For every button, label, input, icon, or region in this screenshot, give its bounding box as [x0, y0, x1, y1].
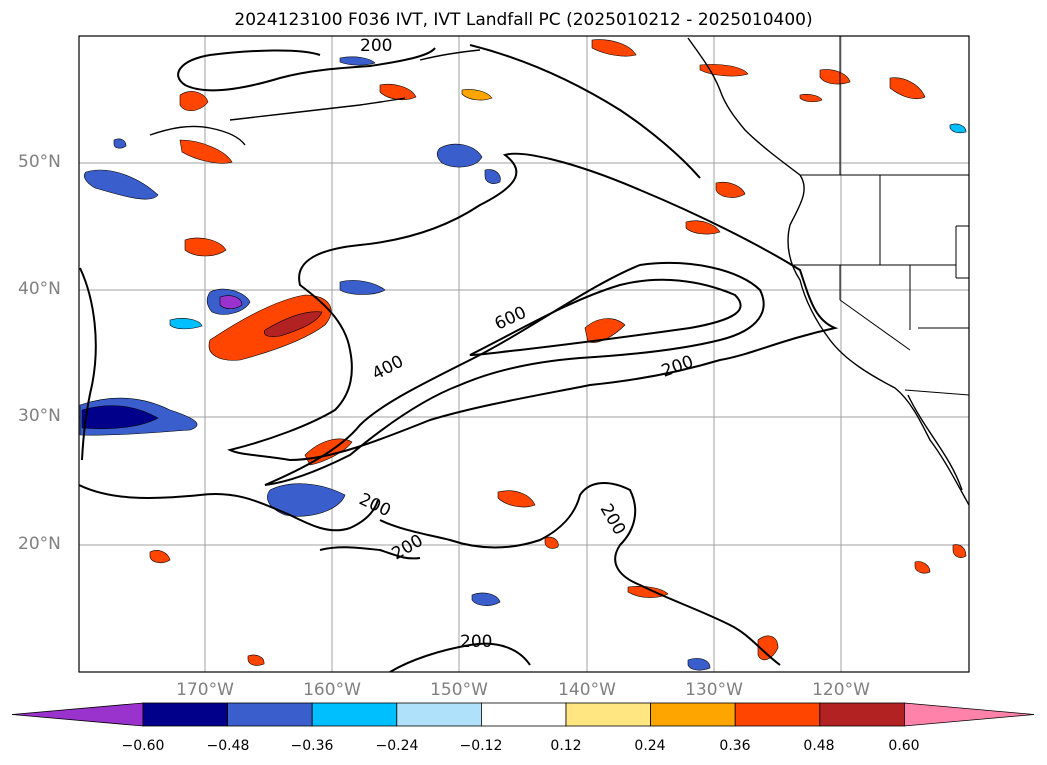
- colorbar-tick-label: 0.24: [634, 738, 666, 754]
- colorbar-segment: [650, 702, 736, 727]
- contour-label: 200: [596, 501, 630, 539]
- colorbar-tick-label: −0.60: [121, 738, 165, 754]
- colorbar: [11, 702, 1035, 727]
- colorbar-extend-max: [904, 702, 1035, 727]
- lat-label: 40°N: [18, 279, 61, 299]
- lon-label: 160°W: [303, 680, 361, 700]
- ivt-contours: [79, 44, 839, 672]
- colorbar-extend-min: [11, 702, 144, 727]
- lat-label: 20°N: [18, 534, 61, 554]
- colorbar-segment: [396, 702, 482, 727]
- colorbar-tick-label: 0.12: [550, 738, 582, 754]
- lat-label: 50°N: [18, 152, 61, 172]
- lon-label: 150°W: [430, 680, 488, 700]
- map-border: [78, 35, 970, 673]
- contour-label: 200: [659, 352, 696, 382]
- colorbar-tick-label: −0.12: [459, 738, 503, 754]
- colorbar-tick-label: 0.60: [888, 738, 920, 754]
- contour-label: 400: [369, 352, 407, 385]
- lon-label: 140°W: [558, 680, 616, 700]
- colorbar-segment: [565, 702, 651, 727]
- colorbar-segment: [311, 702, 398, 727]
- contour-label: 200: [460, 632, 492, 652]
- colorbar-tick-label: −0.24: [375, 738, 419, 754]
- lon-label: 120°W: [812, 680, 870, 700]
- negative-pc-shading: [79, 56, 967, 671]
- colorbar-segment: [227, 702, 313, 727]
- colorbar-segment: [142, 702, 228, 727]
- political-boundaries: [790, 36, 969, 396]
- colorbar-segment: [819, 702, 905, 727]
- colorbar-tick-label: 0.36: [719, 738, 751, 754]
- colorbar-tick-label: 0.48: [803, 738, 835, 754]
- colorbar-segment: [480, 702, 567, 727]
- lon-label: 130°W: [685, 680, 743, 700]
- map-title: 2024123100 F036 IVT, IVT Landfall PC (20…: [234, 10, 813, 30]
- contour-label: 200: [360, 36, 392, 56]
- lon-label: 170°W: [176, 680, 234, 700]
- contour-label: 200: [356, 489, 394, 521]
- colorbar-tick-label: −0.48: [206, 738, 250, 754]
- colorbar-segment: [734, 702, 821, 727]
- coastlines: [149, 37, 969, 506]
- contour-label: 200: [389, 531, 427, 565]
- lat-label: 30°N: [18, 406, 61, 426]
- colorbar-tick-label: −0.36: [290, 738, 334, 754]
- positive-pc-shading: [149, 39, 967, 666]
